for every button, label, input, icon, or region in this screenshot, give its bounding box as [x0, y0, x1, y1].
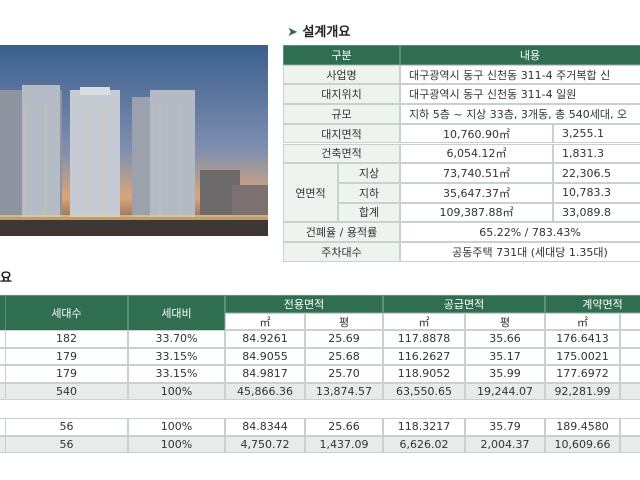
value-cell: 22,306.5: [553, 163, 640, 183]
building-photo: [0, 45, 268, 236]
section-title: 요: [0, 271, 12, 286]
data-cell: 45,866.36: [225, 382, 305, 401]
subheader-cell: 평: [465, 313, 545, 330]
value-cell: 35,647.37㎡: [400, 182, 553, 203]
header-cell: 세대비: [128, 295, 225, 331]
section-title: ➤ 설계개요: [287, 25, 351, 40]
data-cell: 176.6413: [545, 330, 620, 348]
data-cell: 4,750.72: [225, 435, 305, 454]
value-cell: 10,760.90㎡: [400, 123, 553, 144]
data-cell: 13,874.57: [305, 382, 383, 401]
data-cell: 118.3217: [383, 418, 465, 436]
subheader-cell: ㎡: [545, 313, 620, 330]
data-cell: 35.17: [465, 347, 545, 366]
data-cell: 25.69: [305, 330, 383, 348]
data-cell: 56: [5, 418, 128, 436]
header-cell: 공급면적: [383, 295, 545, 313]
header-cell: 내용: [400, 45, 640, 65]
data-cell: 177.6972: [545, 365, 620, 383]
sub-label-cell: 지상: [338, 163, 400, 183]
data-cell: [620, 382, 640, 401]
data-cell: 182: [5, 330, 128, 348]
subheader-cell: ㎡: [383, 313, 465, 330]
header-cell: 세대수: [5, 295, 128, 331]
data-cell: [620, 347, 640, 366]
data-cell: 25.70: [305, 365, 383, 383]
value-cell: 3,255.1: [553, 123, 640, 144]
data-cell: 84.8344: [225, 418, 305, 436]
data-cell: 100%: [128, 418, 225, 436]
label-cell: 대지위치: [283, 84, 400, 105]
data-cell: 179: [5, 365, 128, 383]
data-cell: [620, 365, 640, 383]
sub-label-cell: 합계: [338, 202, 400, 223]
data-cell: [620, 330, 640, 348]
data-cell: 117.8878: [383, 330, 465, 348]
label-cell: 규모: [283, 104, 400, 124]
data-cell: 19,244.07: [465, 382, 545, 401]
value-cell: 1,831.3: [553, 143, 640, 164]
data-cell: 56: [5, 435, 128, 454]
value-cell: 73,740.51㎡: [400, 163, 553, 183]
header-cell: 구분: [283, 45, 400, 65]
value-cell: 10,783.3: [553, 182, 640, 203]
data-cell: [620, 418, 640, 436]
data-cell: 33.70%: [128, 330, 225, 348]
label-cell: 대지면적: [283, 123, 400, 144]
data-cell: 25.68: [305, 347, 383, 366]
data-cell: 2,004.37: [465, 435, 545, 454]
data-cell: 6,626.02: [383, 435, 465, 454]
value-cell: 33,089.8: [553, 202, 640, 223]
data-cell: 175.0021: [545, 347, 620, 366]
subheader-cell: 평: [305, 313, 383, 330]
data-cell: 10,609.66: [545, 435, 620, 454]
data-cell: 92,281.99: [545, 382, 620, 401]
label-cell: 주차대수: [283, 242, 400, 262]
data-cell: 100%: [128, 435, 225, 454]
data-cell: 179: [5, 347, 128, 366]
value-cell: 65.22% / 783.43%: [400, 222, 640, 242]
data-cell: 35.66: [465, 330, 545, 348]
header-cell: 계약면적: [545, 295, 640, 313]
value-cell: 대구광역시 동구 신천동 311-4 일원: [400, 84, 640, 105]
subheader-cell: ㎡: [225, 313, 305, 330]
data-cell: 84.9055: [225, 347, 305, 366]
data-cell: 35.99: [465, 365, 545, 383]
label-cell: 건폐율 / 용적률: [283, 222, 400, 242]
data-cell: 25.66: [305, 418, 383, 436]
data-cell: 35.79: [465, 418, 545, 436]
sub-label-cell: 지하: [338, 182, 400, 203]
data-cell: 118.9052: [383, 365, 465, 383]
data-cell: 189.4580: [545, 418, 620, 436]
value-cell: 6,054.12㎡: [400, 143, 553, 164]
value-cell: 109,387.88㎡: [400, 202, 553, 223]
data-cell: 1,437.09: [305, 435, 383, 454]
label-cell: 연면적: [283, 163, 338, 223]
value-cell: 대구광역시 동구 신천동 311-4 주거복합 신: [400, 64, 640, 85]
data-cell: 33.15%: [128, 347, 225, 366]
data-cell: 63,550.65: [383, 382, 465, 401]
header-cell: 전용면적: [225, 295, 383, 313]
value-cell: 지하 5층 ~ 지상 33층, 3개동, 총 540세대, 오: [400, 104, 640, 124]
data-cell: 84.9261: [225, 330, 305, 348]
data-cell: 33.15%: [128, 365, 225, 383]
label-cell: 사업명: [283, 64, 400, 85]
data-cell: [620, 435, 640, 454]
subheader-cell: [620, 313, 640, 330]
label-cell: 건축면적: [283, 143, 400, 164]
data-cell: 540: [5, 382, 128, 401]
value-cell: 공동주택 731대 (세대당 1.35대): [400, 242, 640, 262]
data-cell: 116.2627: [383, 347, 465, 366]
data-cell: 84.9817: [225, 365, 305, 383]
data-cell: 100%: [128, 382, 225, 401]
